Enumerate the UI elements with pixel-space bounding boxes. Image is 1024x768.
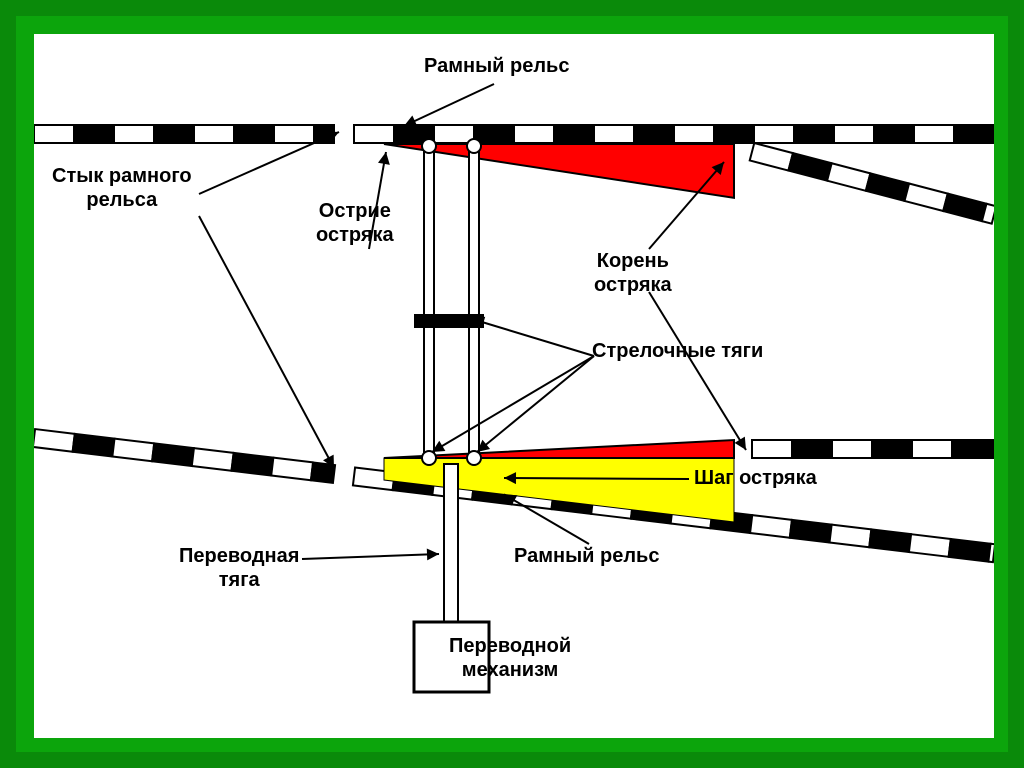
label-stock-rail-top: Рамный рельс xyxy=(424,54,569,78)
label-point-throw: Шаг остряка xyxy=(694,466,817,490)
label-switch-rods: Стрелочные тяги xyxy=(592,339,763,363)
label-point-root: Корень остряка xyxy=(594,249,672,297)
label-drive-mechanism: Переводной механизм xyxy=(449,634,571,682)
label-point-tip: Острие остряка xyxy=(316,199,394,247)
label-stock-rail-bottom: Рамный рельс xyxy=(514,544,659,568)
label-stock-rail-joint: Стык рамного рельса xyxy=(52,164,192,212)
diagram-card: { "diagram": { "type": "technical-diagra… xyxy=(34,34,994,738)
diagram-svg xyxy=(34,34,994,738)
label-drive-rod: Переводная тяга xyxy=(179,544,299,592)
